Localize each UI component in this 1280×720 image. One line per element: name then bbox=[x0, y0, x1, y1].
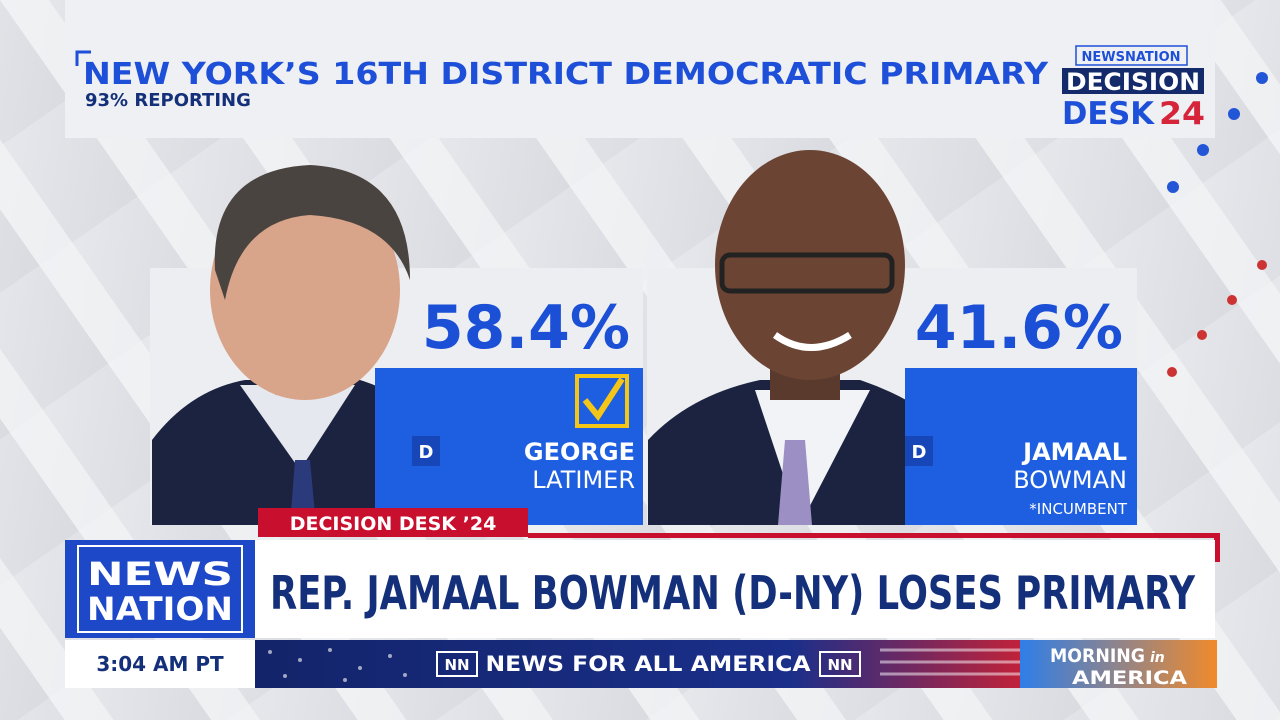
network-logo: NEWS bbox=[87, 555, 233, 593]
title: NEW YORK’S 16TH DISTRICT DEMOCRATIC PRIM… bbox=[83, 57, 1049, 92]
winner-check bbox=[582, 377, 625, 422]
vote-percent: 58.4% bbox=[422, 293, 630, 363]
winner-check-box bbox=[575, 374, 629, 428]
ticker-badge: NN bbox=[444, 656, 469, 674]
clock: 3:04 AM PT bbox=[96, 652, 224, 676]
logo-desk: DESK bbox=[1062, 96, 1155, 132]
clock-box bbox=[65, 640, 255, 688]
stars bbox=[1167, 72, 1268, 377]
show-logo-box bbox=[1020, 640, 1217, 688]
corner-bracket bbox=[75, 50, 91, 66]
ticker-stripes bbox=[880, 648, 1020, 676]
network-logo-box bbox=[65, 540, 255, 638]
first-name: JAMAAL bbox=[1021, 438, 1127, 466]
last-name: LATIMER bbox=[532, 466, 635, 494]
party: D bbox=[912, 442, 927, 463]
headline: REP. JAMAAL BOWMAN (D-NY) LOSES PRIMARY bbox=[270, 566, 1196, 620]
headline-box bbox=[255, 540, 1215, 638]
logo-line1: DECISION bbox=[1066, 68, 1200, 96]
candidate-card: 41.6% D JAMAAL BOWMAN *INCUMBENT bbox=[647, 150, 1137, 525]
reporting: 93% REPORTING bbox=[85, 90, 251, 111]
ticker-text: NEWS FOR ALL AMERICA bbox=[486, 652, 812, 676]
show-logo: MORNING bbox=[1050, 645, 1145, 667]
candidate-photo bbox=[152, 165, 440, 525]
last-name: BOWMAN bbox=[1013, 466, 1127, 494]
show-logo: AMERICA bbox=[1072, 667, 1187, 689]
incumbent-note: *INCUMBENT bbox=[1029, 500, 1128, 518]
ticker-bar bbox=[255, 640, 1020, 688]
vote-percent: 41.6% bbox=[915, 293, 1123, 363]
tag: DECISION DESK ’24 bbox=[290, 513, 497, 535]
ticker-stars bbox=[268, 648, 407, 682]
logo-24: 24 bbox=[1159, 96, 1205, 132]
first-name: GEORGE bbox=[524, 438, 635, 466]
ticker-badge: NN bbox=[827, 656, 852, 674]
party: D bbox=[419, 442, 434, 463]
candidate-photo bbox=[648, 150, 960, 525]
candidate-card: 58.4% D GEORGE LATIMER bbox=[150, 165, 643, 525]
show-logo: in bbox=[1150, 650, 1165, 666]
network-logo: NATION bbox=[87, 590, 233, 628]
logo-network: NEWSNATION bbox=[1081, 50, 1180, 65]
tag-box bbox=[258, 508, 528, 537]
decision-desk-logo: NEWSNATION DECISION DESK 24 bbox=[1062, 45, 1205, 132]
red-rule bbox=[528, 533, 1220, 562]
header-panel bbox=[65, 0, 1215, 138]
